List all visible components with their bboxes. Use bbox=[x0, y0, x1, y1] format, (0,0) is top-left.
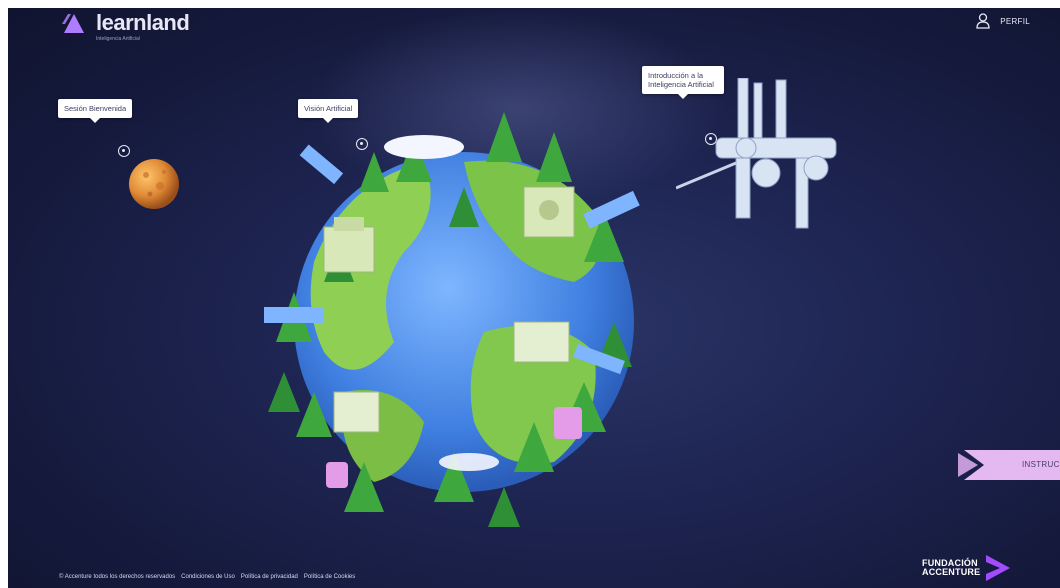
location-marker-icon[interactable] bbox=[356, 138, 368, 150]
footer-link-cookies[interactable]: Política de Cookies bbox=[303, 574, 356, 580]
moon-callout[interactable]: Sesión Bienvenida bbox=[58, 99, 133, 123]
logo-text: learnland bbox=[96, 10, 190, 35]
planet-callout[interactable]: Visión Artificial bbox=[298, 99, 359, 123]
learnland-logo[interactable]: learnland Inteligencia Artificial bbox=[62, 10, 190, 42]
location-marker-icon[interactable] bbox=[118, 145, 130, 157]
moon-planet[interactable] bbox=[128, 158, 180, 210]
planet-callout-label: Visión Artificial bbox=[304, 104, 353, 113]
ai-planet-illustration[interactable] bbox=[254, 92, 674, 532]
accenture-chevron-icon bbox=[986, 555, 1011, 581]
brand-line-2: ACCENTURE bbox=[922, 567, 981, 577]
copyright-text: © Accenture todos los derechos reservado… bbox=[59, 574, 176, 580]
profile-button[interactable]: PERFIL bbox=[976, 13, 1030, 29]
brand-line-1: FUNDACIÓN bbox=[922, 558, 978, 568]
location-marker-icon[interactable] bbox=[705, 133, 717, 145]
space-station-illustration[interactable] bbox=[676, 78, 856, 238]
app-canvas: learnland Inteligencia Artificial PERFIL… bbox=[8, 8, 1060, 588]
profile-label: PERFIL bbox=[1000, 16, 1030, 26]
instructions-tab[interactable]: INSTRUC bbox=[958, 450, 1060, 480]
instructions-tab-shape bbox=[958, 450, 1060, 480]
fundacion-accenture-logo[interactable]: FUNDACIÓN ACCENTURE bbox=[922, 553, 1012, 583]
footer: © Accenture todos los derechos reservado… bbox=[59, 574, 355, 580]
station-callout-label: Introducción a la Inteligencia Artificia… bbox=[648, 71, 714, 89]
instructions-label: INSTRUC bbox=[1022, 460, 1060, 469]
learnland-logo-icon bbox=[62, 14, 84, 33]
footer-link-terms[interactable]: Condiciones de Uso bbox=[181, 574, 235, 580]
moon-callout-label: Sesión Bienvenida bbox=[64, 104, 127, 113]
footer-link-privacy[interactable]: Política de privacidad bbox=[240, 574, 298, 580]
logo-subtitle: Inteligencia Artificial bbox=[96, 36, 140, 42]
user-icon bbox=[976, 13, 990, 29]
station-callout[interactable]: Introducción a la Inteligencia Artificia… bbox=[642, 66, 724, 99]
